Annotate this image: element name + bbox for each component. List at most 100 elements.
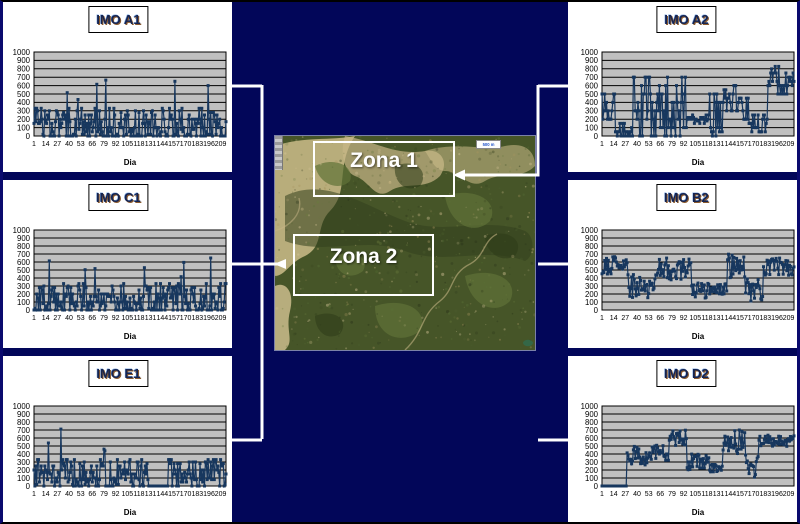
- svg-text:14: 14: [42, 141, 50, 148]
- svg-text:900: 900: [17, 410, 31, 419]
- svg-text:14: 14: [610, 491, 618, 498]
- svg-text:27: 27: [53, 491, 61, 498]
- svg-text:92: 92: [112, 141, 120, 148]
- svg-text:0: 0: [594, 482, 599, 491]
- svg-text:66: 66: [656, 491, 664, 498]
- svg-text:600: 600: [585, 434, 599, 443]
- svg-text:105: 105: [689, 141, 701, 148]
- svg-text:53: 53: [645, 141, 653, 148]
- svg-text:27: 27: [53, 315, 61, 322]
- svg-text:183: 183: [191, 141, 203, 148]
- svg-text:200: 200: [585, 290, 599, 299]
- svg-text:1000: 1000: [581, 48, 599, 57]
- svg-text:14: 14: [42, 315, 50, 322]
- svg-text:170: 170: [748, 141, 760, 148]
- svg-text:27: 27: [621, 141, 629, 148]
- svg-text:79: 79: [668, 315, 676, 322]
- svg-text:0: 0: [26, 132, 31, 141]
- svg-text:1: 1: [32, 315, 36, 322]
- svg-text:100: 100: [17, 474, 31, 483]
- svg-text:14: 14: [610, 315, 618, 322]
- svg-text:118: 118: [133, 315, 144, 322]
- svg-text:300: 300: [585, 282, 599, 291]
- svg-text:105: 105: [121, 141, 133, 148]
- svg-text:600: 600: [17, 258, 31, 267]
- svg-text:27: 27: [53, 141, 61, 148]
- svg-text:1000: 1000: [13, 48, 31, 57]
- svg-text:92: 92: [680, 141, 688, 148]
- svg-text:53: 53: [645, 491, 653, 498]
- svg-text:40: 40: [65, 141, 73, 148]
- svg-text:Dia: Dia: [124, 508, 137, 516]
- svg-text:500: 500: [585, 90, 599, 99]
- svg-text:800: 800: [17, 418, 31, 427]
- svg-text:105: 105: [689, 491, 701, 498]
- svg-text:92: 92: [112, 315, 120, 322]
- svg-text:157: 157: [168, 315, 180, 322]
- svg-text:600: 600: [585, 81, 599, 90]
- svg-text:800: 800: [17, 242, 31, 251]
- svg-text:196: 196: [771, 315, 783, 322]
- svg-text:100: 100: [17, 298, 31, 307]
- svg-text:170: 170: [748, 315, 760, 322]
- svg-text:700: 700: [17, 426, 31, 435]
- svg-text:400: 400: [585, 450, 599, 459]
- svg-text:105: 105: [689, 315, 701, 322]
- svg-text:Dia: Dia: [124, 332, 137, 340]
- svg-text:100: 100: [17, 123, 31, 132]
- svg-text:53: 53: [645, 315, 653, 322]
- svg-text:900: 900: [17, 56, 31, 65]
- svg-text:27: 27: [621, 315, 629, 322]
- svg-text:1: 1: [600, 491, 604, 498]
- svg-text:170: 170: [180, 315, 192, 322]
- svg-text:131: 131: [145, 491, 157, 498]
- svg-text:700: 700: [585, 250, 599, 259]
- svg-text:118: 118: [701, 315, 712, 322]
- svg-text:53: 53: [77, 315, 85, 322]
- svg-text:131: 131: [713, 141, 725, 148]
- svg-text:170: 170: [180, 141, 192, 148]
- svg-text:700: 700: [585, 73, 599, 82]
- svg-text:209: 209: [215, 491, 227, 498]
- svg-text:196: 196: [771, 141, 783, 148]
- svg-text:196: 196: [203, 491, 215, 498]
- svg-text:800: 800: [17, 65, 31, 74]
- svg-text:105: 105: [121, 315, 133, 322]
- svg-text:131: 131: [145, 141, 157, 148]
- svg-text:118: 118: [701, 491, 712, 498]
- svg-text:200: 200: [585, 115, 599, 124]
- svg-text:900: 900: [17, 234, 31, 243]
- svg-text:118: 118: [701, 141, 712, 148]
- svg-text:700: 700: [585, 426, 599, 435]
- svg-text:209: 209: [783, 491, 795, 498]
- svg-text:0: 0: [594, 306, 599, 315]
- svg-text:209: 209: [215, 315, 227, 322]
- svg-text:100: 100: [585, 298, 599, 307]
- svg-text:400: 400: [585, 274, 599, 283]
- svg-text:40: 40: [633, 141, 641, 148]
- svg-text:144: 144: [724, 141, 736, 148]
- svg-text:700: 700: [17, 250, 31, 259]
- svg-text:157: 157: [168, 491, 180, 498]
- svg-text:40: 40: [633, 315, 641, 322]
- svg-text:900: 900: [585, 410, 599, 419]
- svg-text:500: 500: [17, 266, 31, 275]
- svg-text:144: 144: [156, 315, 168, 322]
- svg-text:1000: 1000: [13, 226, 31, 235]
- svg-text:209: 209: [215, 141, 227, 148]
- svg-text:800: 800: [585, 418, 599, 427]
- svg-text:183: 183: [759, 315, 771, 322]
- svg-text:196: 196: [771, 491, 783, 498]
- svg-text:66: 66: [88, 491, 96, 498]
- svg-text:157: 157: [736, 141, 748, 148]
- svg-text:40: 40: [65, 315, 73, 322]
- svg-text:92: 92: [112, 491, 120, 498]
- svg-text:200: 200: [585, 466, 599, 475]
- svg-text:40: 40: [65, 491, 73, 498]
- svg-text:0: 0: [594, 132, 599, 141]
- svg-text:300: 300: [17, 282, 31, 291]
- svg-text:157: 157: [736, 491, 748, 498]
- svg-text:400: 400: [17, 98, 31, 107]
- svg-text:183: 183: [759, 491, 771, 498]
- svg-text:600: 600: [17, 434, 31, 443]
